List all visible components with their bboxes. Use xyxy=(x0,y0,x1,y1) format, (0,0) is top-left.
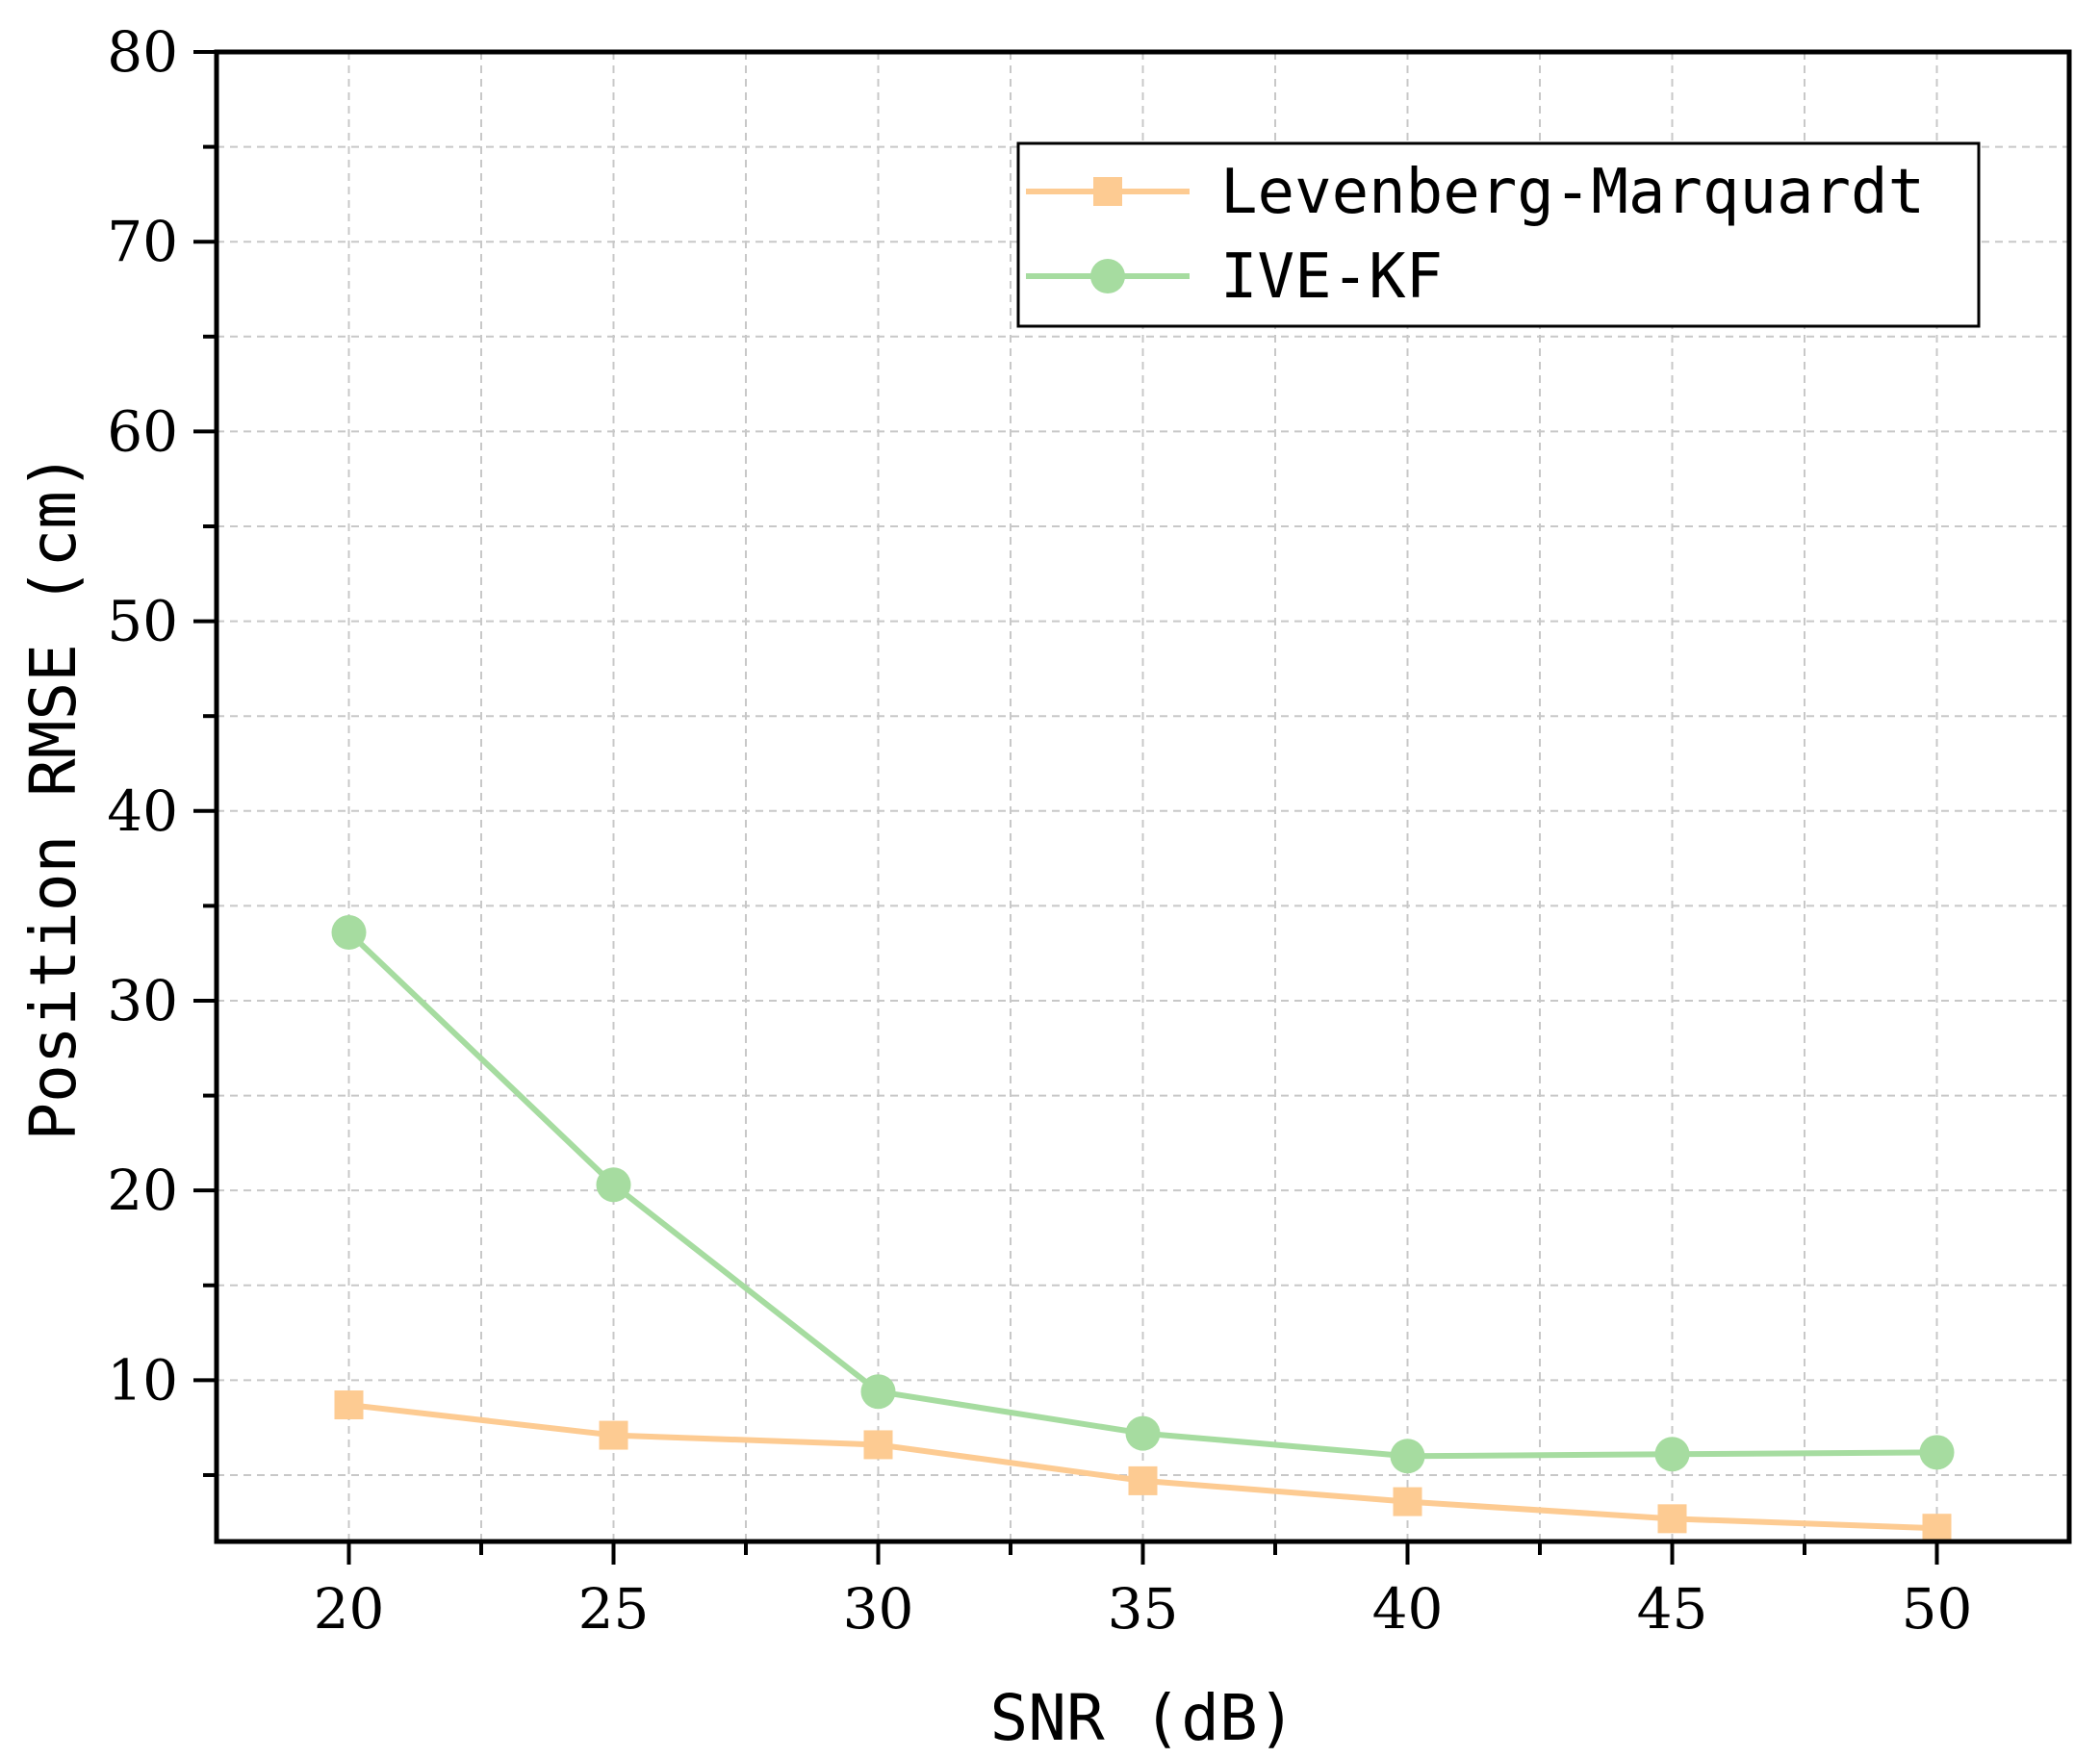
data-point xyxy=(596,1167,631,1203)
y-tick-label: 20 xyxy=(107,1158,178,1223)
x-tick-label: 50 xyxy=(1902,1576,1973,1642)
data-point xyxy=(1390,1439,1425,1474)
legend-swatch-marker xyxy=(1090,259,1125,293)
axis-ticks: 20 25 30 35 40 45 50 10 20 30 40 50 60 70 80 xyxy=(107,19,1972,1642)
legend-box xyxy=(1016,141,1981,328)
data-point xyxy=(1919,1435,1955,1470)
x-tick-label: 35 xyxy=(1108,1576,1179,1642)
data-point xyxy=(860,1374,896,1410)
legend-label: Levenberg-Marquardt xyxy=(1220,157,1925,228)
y-tick-label: 40 xyxy=(107,778,178,844)
legend: Levenberg-Marquardt IVE-KF xyxy=(1016,141,1981,328)
y-tick-label: 10 xyxy=(107,1347,178,1413)
data-point xyxy=(1128,1465,1158,1495)
y-tick-label: 50 xyxy=(107,589,178,654)
y-tick-label: 60 xyxy=(107,398,178,464)
series-levenberg-marquardt xyxy=(334,1390,1952,1543)
data-point xyxy=(1922,1514,1952,1543)
legend-entry: Levenberg-Marquardt xyxy=(1026,157,1925,228)
y-tick-label: 70 xyxy=(107,209,178,274)
data-point xyxy=(1654,1437,1690,1472)
series-layer xyxy=(331,914,1955,1543)
x-tick-label: 40 xyxy=(1372,1576,1444,1642)
legend-entry: IVE-KF xyxy=(1026,242,1443,313)
data-point xyxy=(1393,1487,1422,1516)
legend-swatch-marker xyxy=(1093,177,1122,206)
data-point xyxy=(599,1420,628,1450)
x-axis-title: SNR (dB) xyxy=(990,1681,1296,1755)
data-point xyxy=(334,1390,364,1420)
y-tick-label: 80 xyxy=(107,19,178,85)
x-tick-label: 30 xyxy=(843,1576,914,1642)
y-axis-title: Position RMSE (cm) xyxy=(16,452,90,1140)
y-tick-label: 30 xyxy=(107,968,178,1033)
data-point xyxy=(863,1430,893,1460)
x-tick-label: 20 xyxy=(314,1576,385,1642)
x-tick-label: 25 xyxy=(578,1576,650,1642)
legend-label: IVE-KF xyxy=(1220,242,1443,313)
x-tick-label: 45 xyxy=(1637,1576,1708,1642)
data-point xyxy=(1125,1415,1161,1451)
data-point xyxy=(331,914,367,950)
series-ive-kf xyxy=(331,914,1955,1474)
data-point xyxy=(1657,1504,1687,1534)
